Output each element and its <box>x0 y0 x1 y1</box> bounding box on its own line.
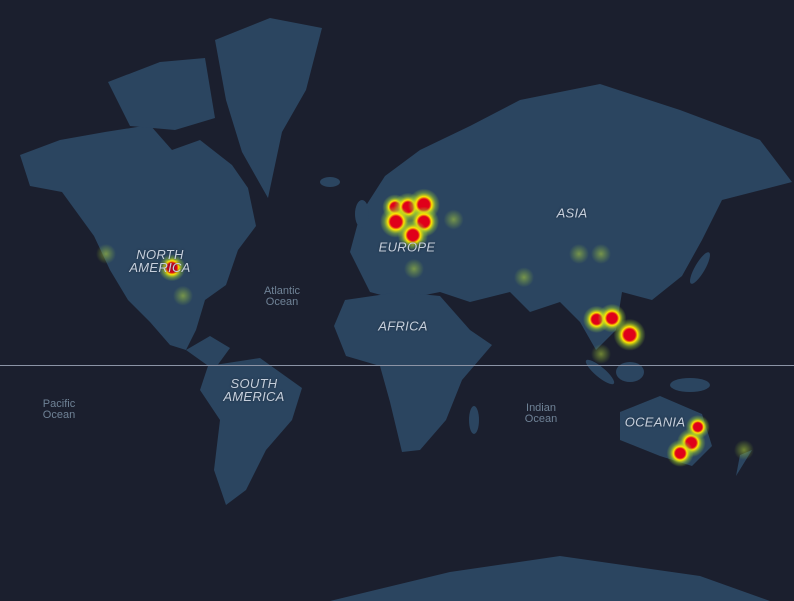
heat-point <box>613 318 646 351</box>
heat-point <box>443 209 464 230</box>
africa <box>334 292 492 452</box>
heat-point <box>96 243 116 264</box>
heat-point <box>158 254 186 282</box>
heat-point <box>404 258 424 279</box>
north-america <box>20 125 256 350</box>
eurasia <box>350 84 792 350</box>
greenland <box>215 18 322 198</box>
heat-point <box>397 219 429 251</box>
heat-point <box>173 285 193 306</box>
iceland <box>320 177 340 187</box>
heat-point <box>569 243 589 264</box>
japan <box>690 252 710 284</box>
heat-point <box>591 243 611 264</box>
heat-point <box>666 439 694 467</box>
land-layer <box>20 18 792 601</box>
equator-line <box>0 365 794 366</box>
antarctica <box>330 556 770 601</box>
south-america <box>200 358 302 505</box>
borneo <box>616 362 644 382</box>
new-guinea <box>670 378 710 392</box>
madagascar <box>469 406 479 434</box>
heat-point <box>734 439 754 460</box>
heat-point <box>685 414 710 439</box>
heatmap-layer <box>96 188 754 467</box>
great-britain <box>355 200 369 228</box>
heat-point <box>591 343 611 364</box>
heat-point <box>514 267 534 288</box>
arctic-islands <box>108 58 215 130</box>
central-america <box>186 336 230 370</box>
